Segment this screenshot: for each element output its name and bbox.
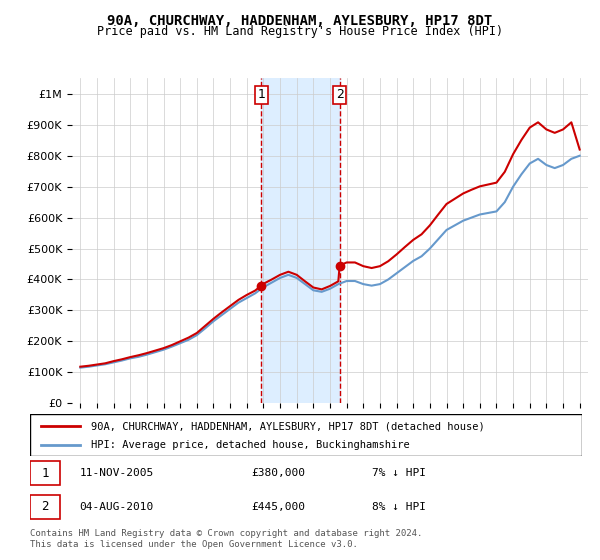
- Text: £380,000: £380,000: [251, 468, 305, 478]
- Text: HPI: Average price, detached house, Buckinghamshire: HPI: Average price, detached house, Buck…: [91, 440, 409, 450]
- Text: Price paid vs. HM Land Registry's House Price Index (HPI): Price paid vs. HM Land Registry's House …: [97, 25, 503, 38]
- Text: 11-NOV-2005: 11-NOV-2005: [80, 468, 154, 478]
- Text: 7% ↓ HPI: 7% ↓ HPI: [372, 468, 426, 478]
- FancyBboxPatch shape: [30, 414, 582, 456]
- Text: 8% ↓ HPI: 8% ↓ HPI: [372, 502, 426, 512]
- Text: 1: 1: [41, 466, 49, 480]
- Text: 90A, CHURCHWAY, HADDENHAM, AYLESBURY, HP17 8DT: 90A, CHURCHWAY, HADDENHAM, AYLESBURY, HP…: [107, 14, 493, 28]
- FancyBboxPatch shape: [30, 494, 61, 519]
- Bar: [261, 78, 340, 403]
- FancyBboxPatch shape: [30, 461, 61, 486]
- Text: 2: 2: [336, 88, 344, 101]
- Text: £445,000: £445,000: [251, 502, 305, 512]
- Text: 04-AUG-2010: 04-AUG-2010: [80, 502, 154, 512]
- Text: 90A, CHURCHWAY, HADDENHAM, AYLESBURY, HP17 8DT (detached house): 90A, CHURCHWAY, HADDENHAM, AYLESBURY, HP…: [91, 421, 484, 431]
- Text: Contains HM Land Registry data © Crown copyright and database right 2024.
This d: Contains HM Land Registry data © Crown c…: [30, 529, 422, 549]
- Text: 2: 2: [41, 500, 49, 514]
- Text: 1: 1: [257, 88, 265, 101]
